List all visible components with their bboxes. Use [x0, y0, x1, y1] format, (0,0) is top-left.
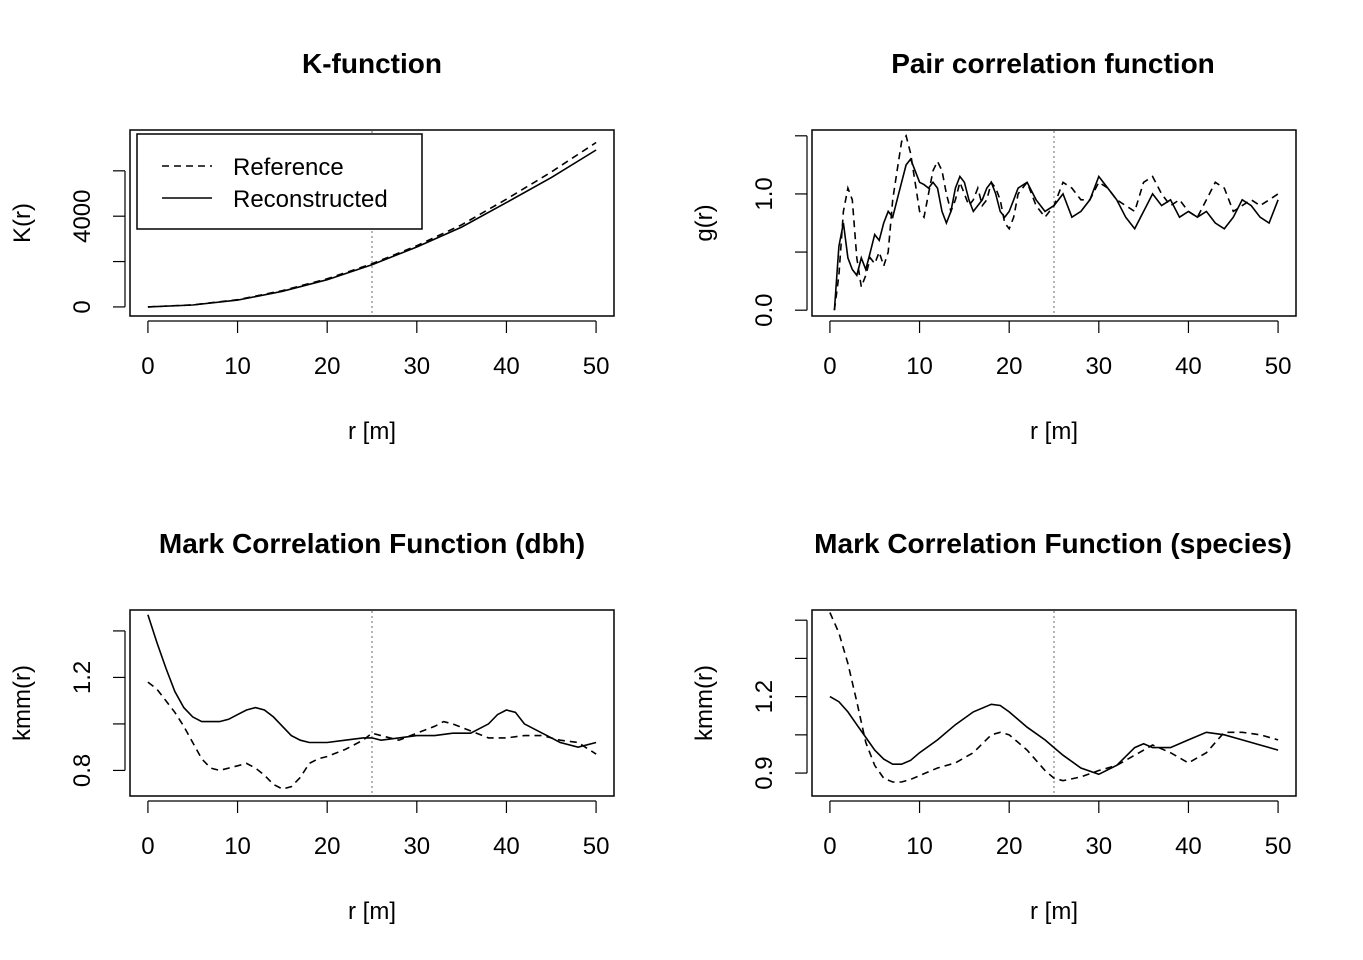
y-tick-label: 1.0 — [751, 177, 778, 210]
panel-title: Pair correlation function — [891, 48, 1215, 79]
series-line-reference — [833, 134, 1279, 311]
x-tick-label: 0 — [823, 353, 836, 380]
x-tick-label: 50 — [583, 833, 610, 860]
legend-label-reconstructed: Reconstructed — [233, 186, 388, 213]
series-line-reference — [147, 681, 597, 790]
panel-title: K-function — [302, 48, 442, 79]
panel-title: Mark Correlation Function (species) — [814, 528, 1292, 559]
x-axis-label: r [m] — [1030, 418, 1078, 445]
x-axis-label: r [m] — [1030, 898, 1078, 925]
panel-title: Mark Correlation Function (dbh) — [158, 528, 586, 559]
series-line-reconstructed — [829, 695, 1279, 776]
y-tick-label: 0.9 — [751, 756, 778, 789]
y-tick-label: 1.2 — [751, 680, 778, 713]
x-axis-label: r [m] — [348, 418, 396, 445]
x-tick-label: 40 — [493, 833, 520, 860]
y-axis-label: kmm(r) — [691, 665, 718, 741]
series-line-reference — [829, 612, 1279, 783]
y-tick-label: 0.0 — [751, 294, 778, 327]
y-axis-label: g(r) — [691, 204, 718, 241]
x-tick-label: 30 — [403, 353, 430, 380]
panel-k-function: K-function 0 10 20 30 40 50 r [m] 0 4000 K(r) Refe… — [0, 0, 682, 480]
x-tick-label: 30 — [1085, 833, 1112, 860]
y-tick-label: 0.8 — [69, 754, 96, 787]
plot-pair-correlation: 0 10 20 30 40 50 r [m] 0.0 1.0 g(r) — [691, 129, 1297, 445]
x-tick-label: 40 — [1175, 353, 1202, 380]
x-tick-label: 10 — [906, 833, 933, 860]
x-tick-label: 10 — [906, 353, 933, 380]
x-tick-label: 0 — [823, 833, 836, 860]
series-line-reconstructed — [147, 614, 597, 749]
legend-label-reference: Reference — [233, 154, 344, 181]
y-tick-label: 0 — [69, 300, 96, 313]
panel-pair-correlation: Pair correlation function 0 10 20 30 40 50 r [… — [682, 0, 1363, 480]
x-tick-label: 30 — [1085, 353, 1112, 380]
x-tick-label: 40 — [1175, 833, 1202, 860]
x-axis-label: r [m] — [348, 898, 396, 925]
x-tick-label: 20 — [996, 833, 1023, 860]
plot-box — [129, 609, 615, 797]
x-tick-label: 50 — [1265, 353, 1292, 380]
plot-box — [811, 609, 1297, 797]
x-tick-label: 20 — [996, 353, 1023, 380]
x-tick-label: 20 — [314, 353, 341, 380]
x-tick-label: 40 — [493, 353, 520, 380]
plot-mark-correlation-dbh: 0 10 20 30 40 50 r [m] 0.8 1.2 kmm(r) — [9, 609, 615, 925]
x-tick-label: 20 — [314, 833, 341, 860]
x-tick-label: 50 — [583, 353, 610, 380]
x-tick-label: 30 — [403, 833, 430, 860]
plot-k-function: 0 10 20 30 40 50 r [m] 0 4000 K(r) Reference Recons… — [9, 129, 615, 445]
x-tick-label: 0 — [141, 353, 154, 380]
x-tick-label: 10 — [224, 833, 251, 860]
x-tick-label: 10 — [224, 353, 251, 380]
legend-box — [136, 133, 423, 230]
y-tick-label: 1.2 — [69, 661, 96, 694]
panel-mark-correlation-species: Mark Correlation Function (species) 0 10 2… — [682, 480, 1363, 960]
plot-box — [811, 129, 1297, 317]
panel-mark-correlation-dbh: Mark Correlation Function (dbh) 0 10 20 30 4… — [0, 480, 682, 960]
y-tick-label: 4000 — [69, 189, 96, 242]
plot-box — [129, 129, 615, 317]
y-axis-label: kmm(r) — [9, 665, 36, 741]
y-axis-label: K(r) — [9, 203, 36, 243]
series-line-reconstructed — [147, 149, 597, 308]
series-line-reconstructed — [833, 157, 1279, 311]
x-tick-label: 0 — [141, 833, 154, 860]
x-tick-label: 50 — [1265, 833, 1292, 860]
plot-mark-correlation-species: 0 10 20 30 40 50 r [m] 0.9 1.2 kmm(r) — [691, 609, 1297, 925]
